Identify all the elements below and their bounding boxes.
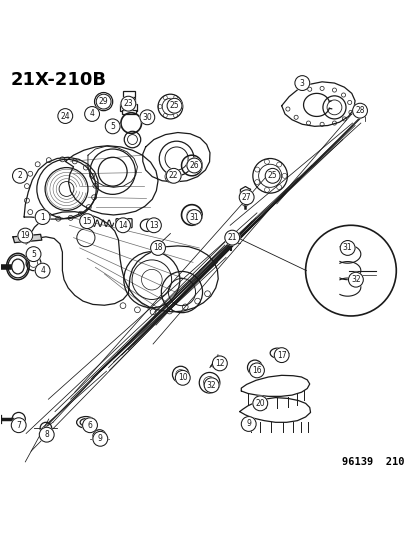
FancyBboxPatch shape — [120, 104, 137, 111]
Text: 19: 19 — [20, 231, 30, 240]
FancyBboxPatch shape — [123, 91, 134, 98]
Circle shape — [35, 209, 50, 224]
Text: 17: 17 — [277, 351, 286, 360]
Text: 32: 32 — [351, 275, 361, 284]
FancyBboxPatch shape — [123, 98, 134, 104]
Text: 7: 7 — [16, 421, 21, 430]
FancyBboxPatch shape — [122, 110, 136, 114]
Text: 5: 5 — [110, 122, 115, 131]
Text: 21: 21 — [227, 233, 237, 242]
Text: 3: 3 — [300, 78, 305, 87]
Text: 10: 10 — [178, 373, 188, 382]
Circle shape — [204, 378, 219, 393]
Text: 20: 20 — [256, 399, 265, 408]
Text: 2: 2 — [17, 171, 22, 180]
Text: 16: 16 — [252, 366, 262, 375]
Text: 30: 30 — [142, 113, 152, 122]
Text: 27: 27 — [242, 193, 251, 202]
Circle shape — [151, 240, 166, 255]
Text: 4: 4 — [90, 109, 95, 118]
Circle shape — [274, 348, 289, 362]
Circle shape — [96, 94, 111, 109]
Circle shape — [35, 263, 50, 278]
Circle shape — [121, 96, 136, 111]
Text: 13: 13 — [149, 221, 159, 230]
Text: 25: 25 — [170, 101, 179, 110]
Text: 29: 29 — [99, 97, 108, 106]
Circle shape — [212, 356, 227, 371]
Text: 5: 5 — [31, 249, 36, 259]
Text: 26: 26 — [190, 161, 199, 170]
Circle shape — [349, 272, 363, 287]
Circle shape — [12, 168, 27, 183]
Circle shape — [18, 228, 33, 243]
Text: 8: 8 — [44, 430, 49, 439]
Circle shape — [83, 418, 98, 433]
Text: 6: 6 — [88, 421, 93, 430]
Circle shape — [249, 363, 264, 378]
Circle shape — [140, 110, 155, 125]
Text: 96139  210: 96139 210 — [342, 457, 405, 467]
Circle shape — [239, 190, 254, 205]
Text: 23: 23 — [124, 99, 133, 108]
FancyBboxPatch shape — [116, 219, 132, 228]
Text: 31: 31 — [190, 213, 199, 222]
Text: 31: 31 — [343, 244, 352, 253]
Circle shape — [353, 103, 367, 118]
Text: 24: 24 — [61, 111, 70, 120]
Text: 15: 15 — [82, 216, 92, 225]
Circle shape — [340, 240, 355, 255]
Text: 21X-210B: 21X-210B — [10, 71, 107, 89]
Circle shape — [167, 98, 182, 113]
Text: 1: 1 — [40, 213, 45, 222]
Text: 22: 22 — [169, 171, 178, 180]
Circle shape — [93, 431, 108, 446]
Text: 32: 32 — [207, 381, 217, 390]
Text: 4: 4 — [40, 266, 45, 275]
Circle shape — [187, 209, 202, 224]
Circle shape — [295, 76, 310, 91]
Circle shape — [80, 214, 95, 229]
Circle shape — [225, 230, 239, 245]
Text: 28: 28 — [355, 106, 365, 115]
Circle shape — [265, 168, 280, 183]
Circle shape — [253, 396, 268, 411]
Circle shape — [26, 247, 41, 262]
Text: 9: 9 — [246, 419, 251, 429]
Polygon shape — [13, 235, 42, 243]
Circle shape — [85, 107, 100, 122]
Circle shape — [146, 218, 161, 233]
Circle shape — [187, 158, 202, 173]
Text: 18: 18 — [153, 244, 163, 253]
Circle shape — [11, 418, 26, 433]
Circle shape — [176, 370, 190, 385]
Circle shape — [39, 427, 54, 442]
Circle shape — [58, 109, 73, 124]
Text: 9: 9 — [98, 434, 103, 443]
Circle shape — [166, 168, 181, 183]
Text: 14: 14 — [118, 221, 128, 230]
Circle shape — [115, 218, 130, 233]
Text: 25: 25 — [268, 171, 278, 180]
Circle shape — [241, 417, 256, 431]
Circle shape — [105, 119, 120, 134]
Text: 12: 12 — [215, 359, 225, 368]
